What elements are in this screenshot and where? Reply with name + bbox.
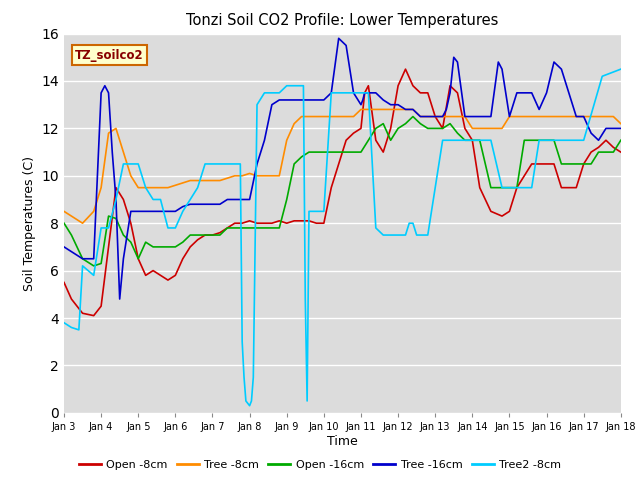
Open -16cm bbox=[380, 121, 387, 127]
Tree -16cm bbox=[372, 90, 380, 96]
Open -16cm bbox=[186, 232, 194, 238]
Tree -16cm bbox=[468, 114, 476, 120]
Tree2 -8cm bbox=[520, 185, 528, 191]
Line: Open -8cm: Open -8cm bbox=[64, 69, 621, 316]
Tree -16cm bbox=[60, 244, 68, 250]
Open -16cm bbox=[60, 220, 68, 226]
Open -16cm bbox=[617, 137, 625, 143]
Tree -8cm bbox=[580, 114, 588, 120]
Tree2 -8cm bbox=[246, 403, 253, 408]
Tree -8cm bbox=[617, 121, 625, 127]
X-axis label: Time: Time bbox=[327, 434, 358, 448]
Open -16cm bbox=[90, 263, 97, 269]
Title: Tonzi Soil CO2 Profile: Lower Temperatures: Tonzi Soil CO2 Profile: Lower Temperatur… bbox=[186, 13, 499, 28]
Tree -8cm bbox=[186, 178, 194, 183]
Tree -8cm bbox=[79, 220, 86, 226]
Tree2 -8cm bbox=[431, 185, 439, 191]
Open -8cm bbox=[617, 149, 625, 155]
Y-axis label: Soil Temperatures (C): Soil Temperatures (C) bbox=[23, 156, 36, 291]
Open -16cm bbox=[194, 232, 202, 238]
Open -16cm bbox=[580, 161, 588, 167]
Tree -16cm bbox=[335, 36, 342, 41]
Open -8cm bbox=[520, 173, 528, 179]
Open -8cm bbox=[498, 213, 506, 219]
Tree -8cm bbox=[380, 107, 387, 112]
Open -16cm bbox=[409, 114, 417, 120]
Open -8cm bbox=[572, 185, 580, 191]
Open -8cm bbox=[120, 197, 127, 203]
Open -8cm bbox=[60, 279, 68, 285]
Tree2 -8cm bbox=[335, 90, 342, 96]
Line: Tree -16cm: Tree -16cm bbox=[64, 38, 621, 299]
Tree -8cm bbox=[357, 107, 365, 112]
Open -8cm bbox=[535, 161, 543, 167]
Tree -8cm bbox=[60, 208, 68, 214]
Open -16cm bbox=[253, 225, 261, 231]
Tree2 -8cm bbox=[380, 232, 387, 238]
Tree2 -8cm bbox=[487, 137, 495, 143]
Open -8cm bbox=[90, 313, 97, 319]
Text: TZ_soilco2: TZ_soilco2 bbox=[75, 49, 144, 62]
Tree -8cm bbox=[194, 178, 202, 183]
Open -8cm bbox=[513, 185, 521, 191]
Tree2 -8cm bbox=[60, 320, 68, 325]
Tree -16cm bbox=[543, 90, 550, 96]
Tree -8cm bbox=[253, 173, 261, 179]
Tree2 -8cm bbox=[543, 137, 550, 143]
Tree -16cm bbox=[116, 296, 124, 302]
Tree -16cm bbox=[565, 90, 573, 96]
Line: Tree -8cm: Tree -8cm bbox=[64, 109, 621, 223]
Open -16cm bbox=[372, 125, 380, 131]
Line: Open -16cm: Open -16cm bbox=[64, 117, 621, 266]
Open -8cm bbox=[402, 66, 410, 72]
Tree -8cm bbox=[387, 107, 394, 112]
Legend: Open -8cm, Tree -8cm, Open -16cm, Tree -16cm, Tree2 -8cm: Open -8cm, Tree -8cm, Open -16cm, Tree -… bbox=[74, 456, 566, 474]
Tree -16cm bbox=[513, 90, 521, 96]
Tree -16cm bbox=[417, 114, 424, 120]
Line: Tree2 -8cm: Tree2 -8cm bbox=[64, 69, 621, 406]
Tree2 -8cm bbox=[617, 66, 625, 72]
Tree -16cm bbox=[617, 125, 625, 131]
